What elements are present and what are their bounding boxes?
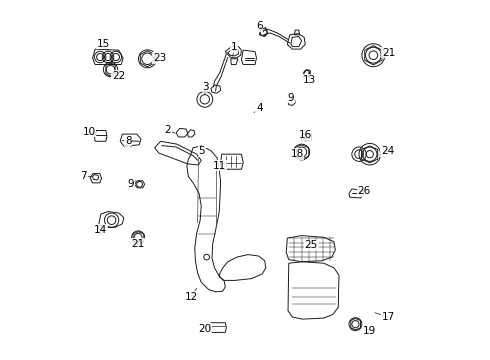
Text: 3: 3 [202,82,209,92]
Text: 23: 23 [153,53,166,63]
Text: 12: 12 [185,292,198,302]
Text: 13: 13 [303,75,316,85]
Text: 11: 11 [213,161,226,171]
Text: 14: 14 [94,225,107,235]
Text: 7: 7 [80,171,87,181]
Text: 22: 22 [112,71,125,81]
Text: 19: 19 [363,325,376,336]
Text: 24: 24 [381,146,394,156]
Text: 1: 1 [231,42,238,52]
Text: 21: 21 [131,239,145,249]
Text: 6: 6 [256,21,263,31]
Text: 16: 16 [298,130,312,140]
Text: 9: 9 [288,93,294,103]
Text: 25: 25 [305,240,318,250]
Text: 18: 18 [291,149,304,159]
Text: 5: 5 [198,146,205,156]
Text: 21: 21 [382,48,395,58]
Text: 20: 20 [198,324,211,334]
Bar [302,134,309,138]
Text: 9: 9 [128,179,134,189]
Text: 4: 4 [256,103,263,113]
Text: 26: 26 [357,186,370,197]
Text: 15: 15 [97,39,110,49]
Text: 8: 8 [125,136,132,145]
Text: 2: 2 [165,125,171,135]
Bar [300,133,311,140]
Text: 17: 17 [382,312,395,322]
Text: 10: 10 [82,127,96,136]
